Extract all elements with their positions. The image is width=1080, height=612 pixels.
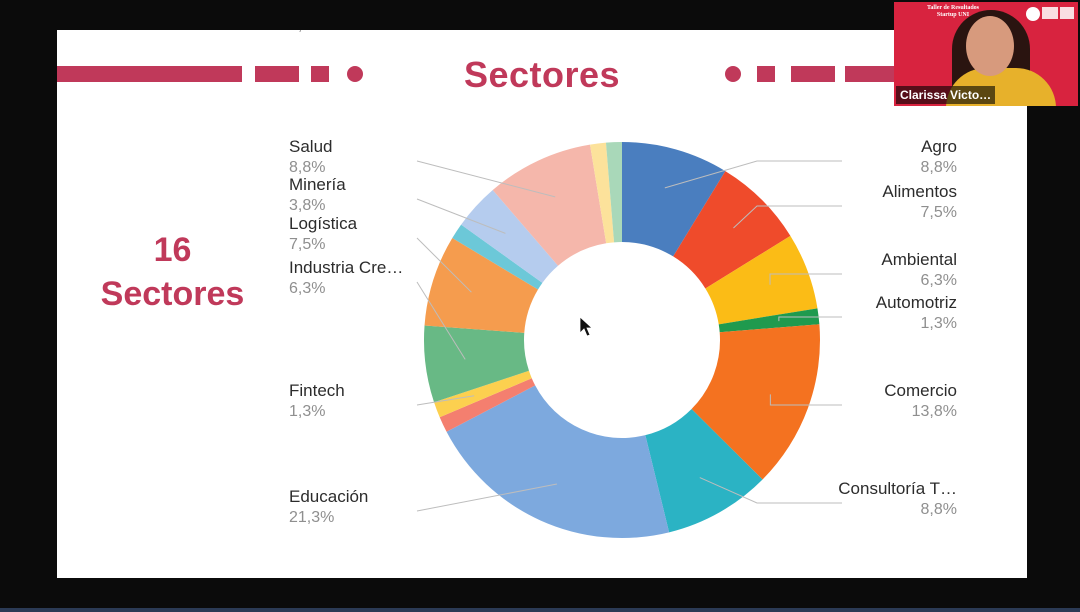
slice-label-comercio: Comercio (884, 381, 957, 400)
slice-value-comercio: 13,8% (912, 403, 957, 420)
slice-value-consultoria-t: 8,8% (921, 501, 957, 518)
presentation-slide: Sectores 16 Sectores Agro 8,8% Alimentos 7,… (57, 30, 1027, 578)
slice-label-educacion: Educación (289, 487, 368, 506)
leader-line-industria-cre (416, 281, 466, 360)
header-bar-left-long (57, 66, 242, 82)
video-overlay-title-line2: Startup UNI (936, 12, 970, 18)
slice-fintech (434, 370, 532, 418)
slice-label-ambiental: Ambiental (881, 250, 957, 269)
header-dot-left (347, 66, 363, 82)
header-bar-left-mid (255, 66, 299, 82)
slice-label-salud: Salud (289, 137, 332, 156)
sponsor-logo-icon (1042, 7, 1058, 19)
leader-line-mineria (416, 198, 506, 234)
slice-value-logistica: 7,5% (289, 236, 325, 253)
leader-line-consultoria-t (699, 477, 842, 504)
leader-line-agro (664, 160, 842, 189)
startup-logo-icon (1060, 7, 1074, 19)
bottom-edge-bar (0, 608, 1080, 612)
slice-salud (492, 144, 607, 266)
slice-label-automotriz: Automotriz (876, 293, 957, 312)
leader-line-logistica (416, 237, 472, 293)
zoom-watermark-logo: zoom (869, 527, 988, 581)
slice-label-alimentos: Alimentos (882, 182, 957, 201)
slide-title: Sectores (463, 54, 621, 95)
university-logo-icon (1026, 7, 1040, 21)
slice-label-servicios: Servicios (289, 30, 358, 34)
participant-name-label: Clarissa Victo… (896, 86, 996, 104)
slice-ambiental (705, 235, 818, 325)
slice-unlabeled-11 (452, 224, 543, 290)
leader-line-automotriz (778, 316, 842, 322)
slice-value-salud: 8,8% (289, 159, 325, 176)
leader-line-comercio (769, 394, 842, 406)
leader-line-alimentos (733, 205, 842, 229)
slice-automotriz (718, 308, 820, 333)
header-dot-right (725, 66, 741, 82)
participant-video-tile[interactable]: Taller de Resultados Startup UNI Clariss… (894, 2, 1078, 106)
header-bar-right-mid (791, 66, 835, 82)
sectors-donut-chart: Agro 8,8% Alimentos 7,5% Ambiental 6,3% Automo… (289, 30, 957, 538)
leader-line-fintech (416, 395, 475, 406)
slice-label-agro: Agro (921, 137, 957, 156)
slice-industria-cre (424, 325, 529, 403)
slice-value-servicios: 1,3% (289, 30, 325, 34)
slice-label-logistica: Logística (289, 214, 358, 233)
slice-value-agro: 8,8% (921, 159, 957, 176)
slice-value-mineria: 3,8% (289, 197, 325, 214)
slice-label-consultoria-t: Consultoría T… (838, 479, 957, 498)
leader-line-educacion (416, 483, 558, 512)
slice-value-ambiental: 6,3% (921, 272, 957, 289)
slice-value-educacion: 21,3% (289, 509, 334, 526)
video-overlay-title: Taller de Resultados Startup UNI (894, 5, 1012, 19)
mouse-cursor-icon (579, 316, 594, 337)
slice-agro (622, 142, 726, 257)
slice-unlabeled-7 (439, 378, 536, 432)
sector-count-label: Sectores (100, 275, 245, 313)
video-overlay-title-line1: Taller de Resultados (926, 5, 979, 11)
slice-label-mineria: Minería (289, 175, 346, 194)
slice-unlabeled-14 (590, 142, 615, 244)
slice-consultoria-t (645, 409, 763, 533)
slice-servicios (605, 142, 622, 243)
sector-count: 16 Sectores (85, 228, 260, 316)
leader-line-salud (416, 160, 556, 198)
header-bar-left-short (311, 66, 329, 82)
header-bar-right-short (757, 66, 775, 82)
slice-value-industria-cre: 6,3% (289, 280, 325, 297)
participant-face (966, 16, 1014, 76)
slice-label-industria-cre: Industria Cre… (289, 258, 403, 277)
slice-value-alimentos: 7,5% (921, 204, 957, 221)
slice-logistica (424, 237, 539, 333)
sector-count-number: 16 (153, 231, 192, 269)
slice-educacion (446, 385, 670, 538)
slice-comercio (691, 324, 820, 480)
slice-value-automotriz: 1,3% (921, 315, 957, 332)
slice-mineria (461, 190, 559, 283)
slice-label-fintech: Fintech (289, 381, 345, 400)
leader-line-ambiental (769, 273, 842, 285)
slice-value-fintech: 1,3% (289, 403, 325, 420)
slice-alimentos (673, 171, 791, 289)
